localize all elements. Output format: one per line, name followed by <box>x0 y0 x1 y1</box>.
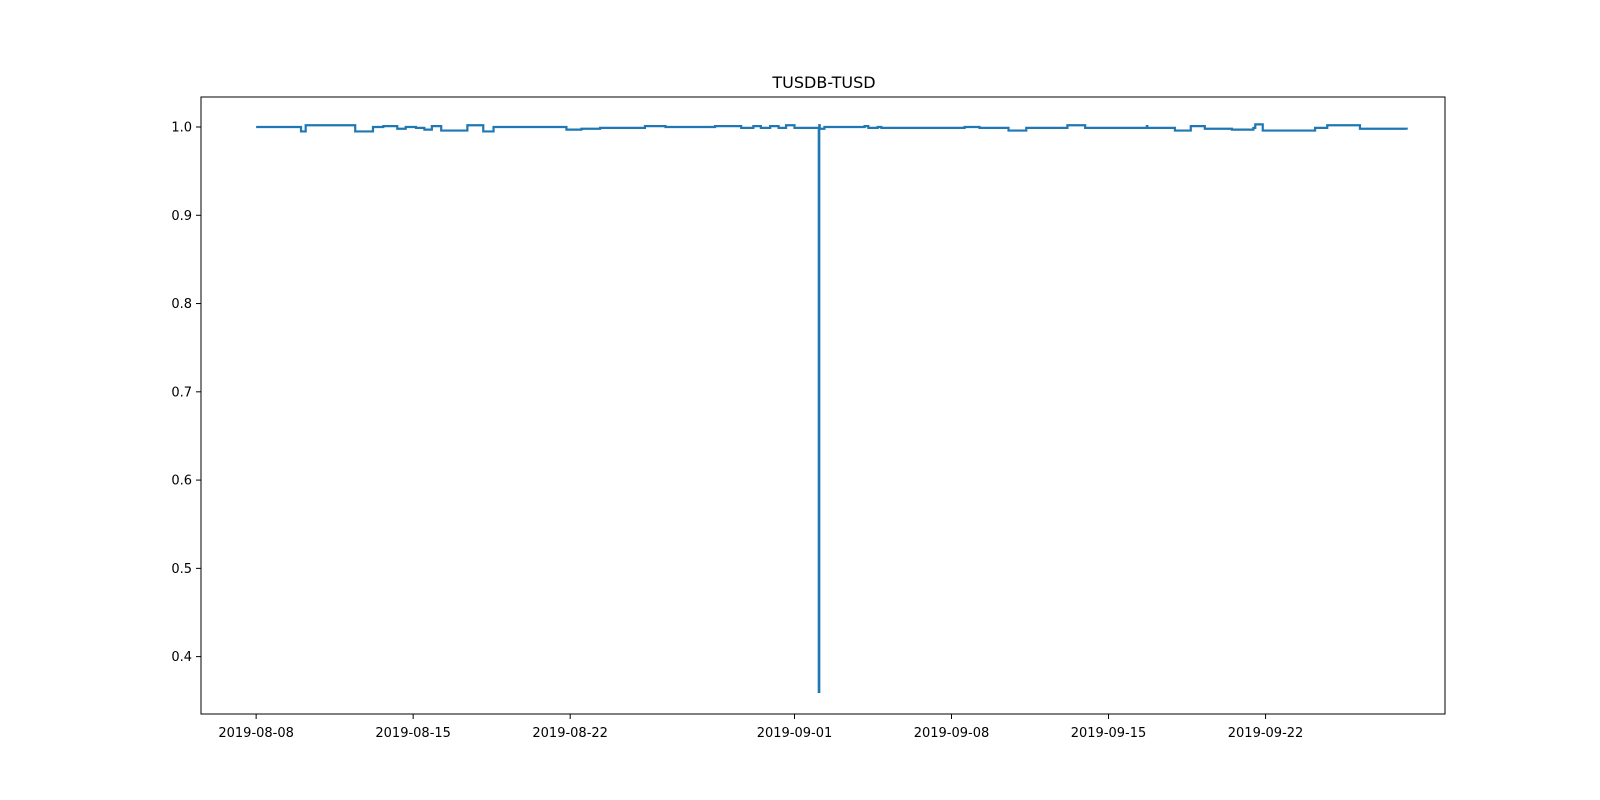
x-tick-label: 2019-08-08 <box>218 726 294 741</box>
series-line <box>256 123 1408 694</box>
y-tick-label: 0.7 <box>171 385 192 400</box>
y-tick-label: 0.4 <box>171 650 192 665</box>
x-tick-label: 2019-09-15 <box>1071 726 1147 741</box>
y-tick-label: 0.6 <box>171 474 192 489</box>
x-axis: 2019-08-08 2019-08-15 2019-08-22 2019-09-01… <box>218 714 1303 741</box>
y-axis: 0.4 0.5 0.6 0.7 0.8 0.9 1.0 <box>171 121 201 665</box>
plot-frame <box>200 96 1446 715</box>
x-tick-label: 2019-08-22 <box>532 726 608 741</box>
x-tick-label: 2019-09-01 <box>757 726 833 741</box>
x-tick-label: 2019-09-08 <box>914 726 990 741</box>
y-tick-label: 0.8 <box>171 297 192 312</box>
y-tick-label: 0.5 <box>171 562 192 577</box>
y-tick-label: 1.0 <box>171 121 192 136</box>
x-tick-label: 2019-08-15 <box>375 726 451 741</box>
y-tick-label: 0.9 <box>171 209 192 224</box>
chart-title: TUSDB-TUSD <box>771 73 875 92</box>
series-layer <box>256 123 1408 694</box>
x-tick-label: 2019-09-22 <box>1228 726 1304 741</box>
